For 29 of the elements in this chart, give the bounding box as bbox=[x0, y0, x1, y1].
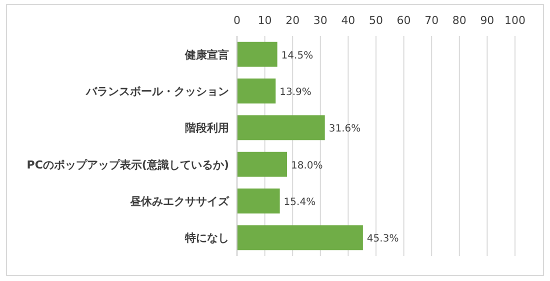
bar bbox=[237, 115, 325, 140]
y-tick-label: 昼休みエクササイズ bbox=[129, 195, 230, 208]
data-label: 18.0% bbox=[291, 160, 323, 172]
bar bbox=[237, 42, 278, 67]
data-label: 31.6% bbox=[328, 124, 361, 135]
data-label: 14.5% bbox=[281, 50, 314, 62]
y-tick-label: 健康宣言 bbox=[184, 48, 229, 62]
data-label: 15.4% bbox=[284, 197, 316, 208]
bar bbox=[237, 188, 280, 214]
y-tick-label: 特になし bbox=[184, 232, 229, 245]
x-tick-label: 80 bbox=[452, 14, 466, 27]
bar bbox=[237, 152, 288, 177]
x-tick-label: 60 bbox=[396, 14, 411, 27]
data-label: 45.3% bbox=[366, 234, 399, 245]
x-tick-label: 90 bbox=[480, 14, 494, 27]
x-tick-label: 30 bbox=[313, 14, 328, 27]
x-tick-label: 20 bbox=[286, 14, 300, 27]
x-tick-label: 0 bbox=[234, 14, 240, 27]
bar bbox=[237, 225, 363, 250]
data-label: 13.9% bbox=[280, 87, 312, 98]
y-tick-label: バランスボール・クッション bbox=[85, 85, 229, 98]
x-tick-label: 70 bbox=[424, 14, 439, 27]
bar bbox=[237, 78, 276, 104]
y-tick-label: 階段利用 bbox=[185, 122, 229, 135]
x-tick-label: 50 bbox=[369, 14, 383, 27]
x-tick-label: 10 bbox=[258, 14, 272, 27]
x-tick-label: 100 bbox=[504, 14, 526, 27]
x-tick-label: 40 bbox=[341, 14, 356, 27]
y-tick-label: PCのポップアップ表示(意識しているか) bbox=[26, 158, 229, 172]
